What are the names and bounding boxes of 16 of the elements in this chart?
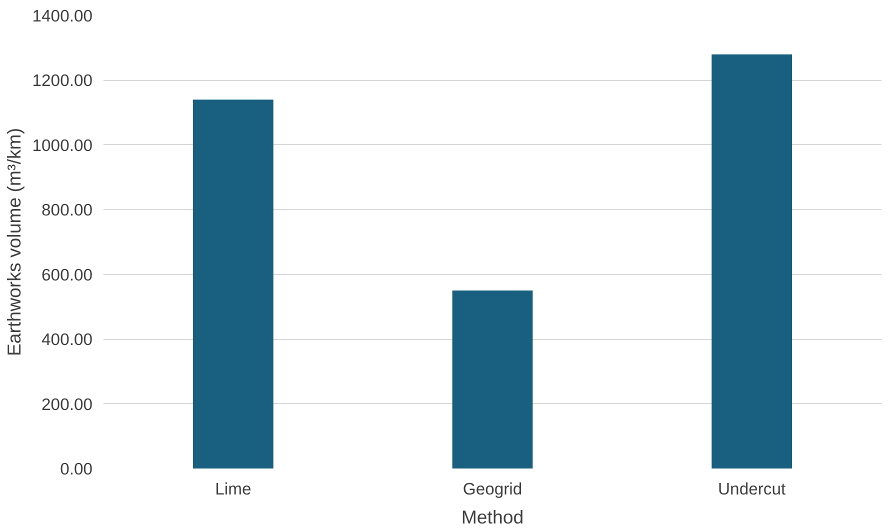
y-tick-label: 800.00 <box>42 200 93 220</box>
y-tick-label: 1400.00 <box>32 6 93 26</box>
y-tick-label: 200.00 <box>42 394 93 414</box>
y-tick-label: 1000.00 <box>32 136 93 155</box>
y-tick-label: 400.00 <box>42 330 93 350</box>
x-tick-label: Lime <box>215 480 252 498</box>
bar <box>452 290 533 468</box>
x-axis-title: Method <box>461 506 524 528</box>
y-tick-label: 1200.00 <box>32 71 93 90</box>
y-tick-label: 0.00 <box>60 460 93 478</box>
y-axis-title: Earthworks volume (m³/km) <box>3 128 24 356</box>
x-tick-label: Undercut <box>718 480 786 498</box>
y-tick-label: 600.00 <box>42 265 93 284</box>
x-tick-label: Geogrid <box>462 480 522 498</box>
bar <box>192 100 274 468</box>
bar <box>712 54 792 468</box>
